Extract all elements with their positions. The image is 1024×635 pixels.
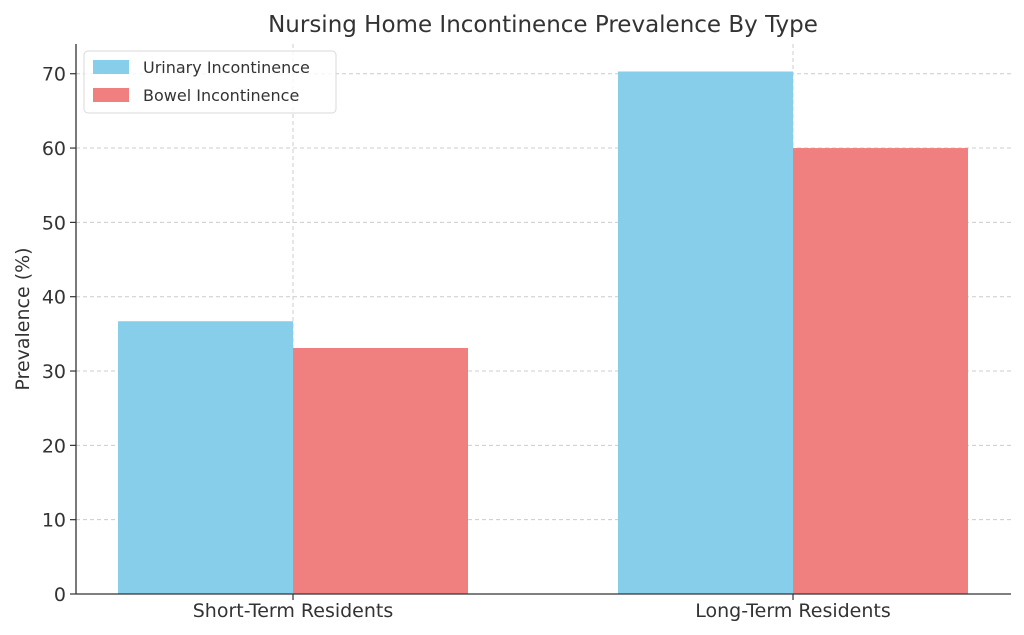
y-tick-label: 0	[54, 584, 66, 606]
y-tick-label: 70	[42, 64, 66, 86]
y-axis-label: Prevalence (%)	[12, 247, 34, 390]
bar-urinary-long-term	[618, 71, 793, 594]
legend-swatch-urinary	[93, 60, 129, 74]
legend: Urinary Incontinence Bowel Incontinence	[83, 50, 337, 114]
legend-label-urinary: Urinary Incontinence	[143, 58, 310, 77]
axes-layer	[75, 44, 1011, 595]
y-tick-label: 60	[42, 138, 66, 160]
bars-layer	[118, 71, 968, 594]
y-tick-label: 50	[42, 212, 66, 234]
legend-frame	[83, 50, 337, 114]
bar-urinary-short-term	[118, 321, 293, 594]
bar-bowel-long-term	[793, 148, 968, 594]
bar-bowel-short-term	[293, 347, 468, 594]
x-tick-label: Short-Term Residents	[193, 600, 394, 622]
ticks-layer: 0 10 20 30 40 50 60 70 Short-Term Residents Long-…	[42, 64, 891, 622]
chart-title: Nursing Home Incontinence Prevalence By …	[268, 12, 818, 38]
y-tick-label: 30	[42, 361, 66, 383]
y-tick-label: 10	[42, 510, 66, 532]
legend-swatch-bowel	[93, 88, 129, 102]
y-tick-label: 20	[42, 435, 66, 457]
x-tick-label: Long-Term Residents	[695, 600, 891, 622]
y-tick-label: 40	[42, 287, 66, 309]
legend-label-bowel: Bowel Incontinence	[143, 86, 299, 105]
